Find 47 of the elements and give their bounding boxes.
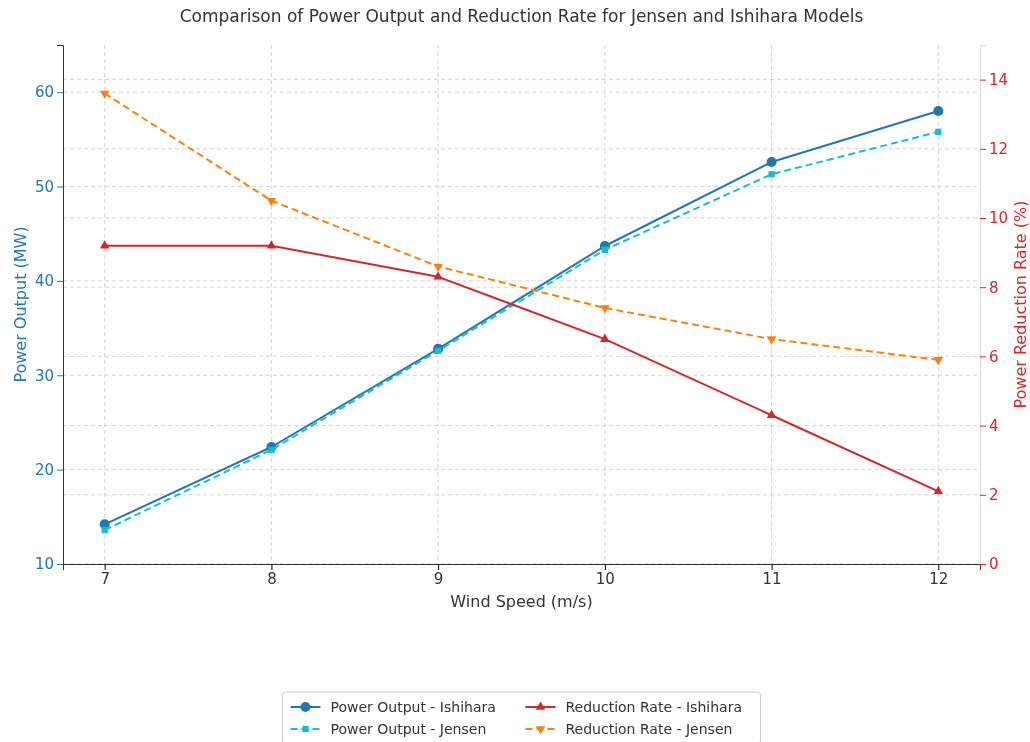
point [99, 90, 110, 99]
y-tick-label: 40 [34, 272, 54, 291]
y2-tick-label: 12 [989, 140, 1009, 159]
y2-tick-label: 4 [989, 416, 999, 435]
y2-tick-label: 0 [989, 555, 999, 574]
point [766, 156, 777, 168]
point [266, 197, 277, 207]
point [768, 171, 775, 178]
y2-axis-title: Power Reduction Rate (%) [1011, 200, 1030, 409]
chart-title: Comparison of Power Output and Reduction Rate for Jensen and Ishihara Models [179, 6, 864, 26]
point [935, 128, 942, 135]
y-tick-label: 60 [34, 83, 54, 102]
legend-label: Reduction Rate - Jensen [565, 721, 733, 737]
y2-tick-label: 2 [989, 486, 999, 505]
x-tick-label: 12 [929, 569, 949, 588]
point [101, 526, 108, 534]
y2-tick-label: 8 [989, 278, 999, 297]
legend-label: Power Output - Jensen [330, 721, 487, 737]
y2-tick-label: 10 [989, 209, 1009, 228]
x-tick-label: 8 [267, 569, 277, 588]
x-axis-title: Wind Speed (m/s) [450, 592, 593, 611]
point [600, 333, 610, 342]
point [433, 263, 443, 272]
x-tick-label: 11 [762, 569, 782, 588]
point [933, 485, 944, 495]
y2-tick-label: 14 [989, 70, 1009, 89]
point [933, 106, 944, 117]
y-tick-label: 50 [34, 177, 54, 196]
x-tick-label: 9 [433, 569, 444, 588]
x-tick-label: 10 [595, 569, 615, 588]
point [266, 240, 277, 249]
point [268, 446, 275, 453]
point [433, 271, 443, 280]
point [99, 240, 110, 249]
point [766, 409, 777, 418]
point [434, 347, 442, 354]
x-tick-label: 7 [100, 569, 110, 588]
legend-label: Power Output - Ishihara [330, 699, 496, 715]
point [600, 305, 610, 314]
point [601, 246, 609, 253]
y-tick-label: 30 [34, 366, 54, 385]
y-tick-label: 10 [34, 555, 54, 574]
y-axis-title: Power Output (MW) [11, 226, 30, 383]
point [766, 336, 777, 345]
y-tick-label: 20 [34, 460, 54, 479]
legend-label: Reduction Rate - Ishihara [565, 699, 742, 715]
y2-tick-label: 6 [989, 347, 999, 366]
